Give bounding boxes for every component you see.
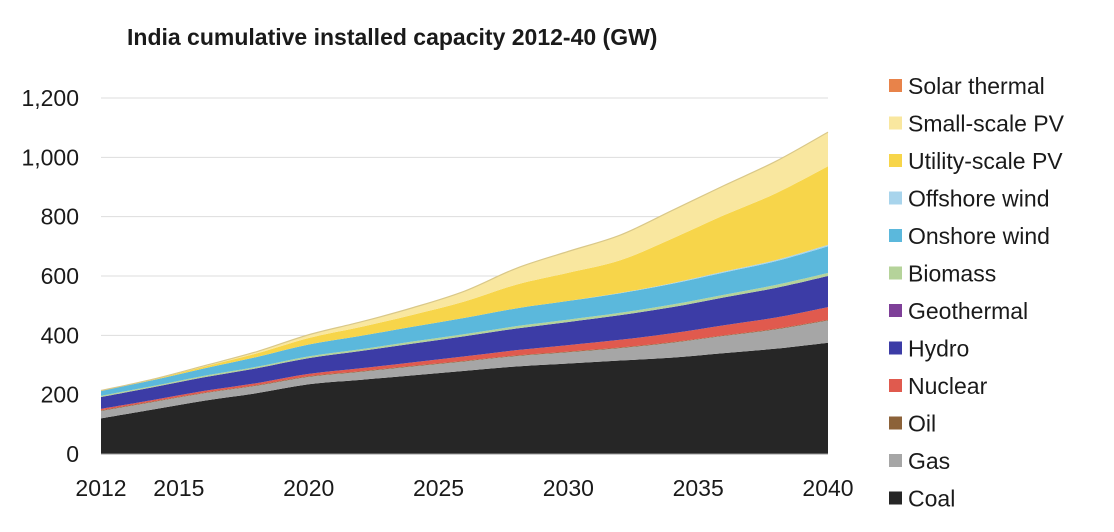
legend-item-coal: Coal (889, 486, 955, 512)
y-tick-label: 600 (41, 263, 79, 289)
area-onshore-wind (101, 246, 828, 396)
legend-swatch (889, 304, 902, 317)
legend-swatch (889, 491, 902, 505)
legend-item-gas: Gas (889, 448, 950, 474)
legend-label: Biomass (908, 261, 996, 287)
area-hydro (101, 276, 828, 409)
legend-swatch (889, 79, 902, 92)
legend-swatch (889, 116, 902, 130)
y-tick-label: 1,000 (21, 144, 79, 170)
legend-item-solar-thermal: Solar thermal (889, 73, 1045, 99)
legend-item-utility-scale-pv: Utility-scale PV (889, 148, 1063, 174)
total-outline (100, 131, 829, 392)
legend-swatch (889, 154, 902, 167)
legend-item-biomass: Biomass (889, 261, 996, 287)
legend-item-onshore-wind: Onshore wind (889, 223, 1050, 249)
legend-item-small-scale-pv: Small-scale PV (889, 111, 1065, 137)
legend-swatch (889, 416, 902, 430)
y-tick-label: 0 (66, 441, 79, 467)
chart-title: India cumulative installed capacity 2012… (127, 24, 657, 50)
area-coal (101, 342, 828, 454)
legend-label: Gas (908, 448, 950, 474)
legend-item-offshore-wind: Offshore wind (889, 186, 1049, 212)
x-tick-label: 2020 (283, 475, 334, 501)
legend-swatch (889, 191, 902, 205)
legend-label: Nuclear (908, 373, 988, 399)
x-tick-label: 2040 (802, 475, 853, 501)
area-biomass (101, 273, 828, 398)
x-tick-label: 2035 (673, 475, 724, 501)
legend-swatch (889, 266, 902, 280)
y-tick-label: 1,200 (21, 85, 79, 111)
area-series (100, 131, 829, 454)
legend-item-oil: Oil (889, 411, 936, 437)
legend-item-hydro: Hydro (889, 336, 969, 362)
y-tick-label: 800 (41, 204, 79, 230)
y-tick-label: 400 (41, 322, 79, 348)
legend-label: Geothermal (908, 298, 1028, 324)
legend-label: Solar thermal (908, 73, 1045, 99)
legend-label: Coal (908, 486, 955, 512)
x-tick-label: 2012 (75, 475, 126, 501)
y-tick-label: 200 (41, 382, 79, 408)
area-nuclear (101, 307, 828, 411)
area-utility-scale-pv (101, 166, 828, 391)
legend-swatch (889, 454, 902, 467)
legend-label: Offshore wind (908, 186, 1049, 212)
legend: Solar thermal Small-scale PV Utility-scale… (889, 73, 1065, 512)
legend-swatch (889, 341, 902, 355)
y-axis-ticks: 0 200 400 600 800 1,000 1,200 (21, 85, 79, 467)
legend-label: Small-scale PV (908, 111, 1065, 137)
legend-label: Onshore wind (908, 223, 1050, 249)
legend-swatch (889, 229, 902, 242)
legend-label: Utility-scale PV (908, 148, 1063, 174)
legend-label: Oil (908, 411, 936, 437)
area-gas (101, 320, 828, 419)
legend-label: Hydro (908, 336, 969, 362)
x-tick-label: 2025 (413, 475, 464, 501)
x-tick-label: 2030 (543, 475, 594, 501)
legend-item-geothermal: Geothermal (889, 298, 1028, 324)
x-tick-label: 2015 (153, 475, 204, 501)
legend-item-nuclear: Nuclear (889, 373, 988, 399)
x-axis-ticks: 2012 2015 2020 2025 2030 2035 2040 (75, 475, 853, 501)
legend-swatch (889, 379, 902, 392)
